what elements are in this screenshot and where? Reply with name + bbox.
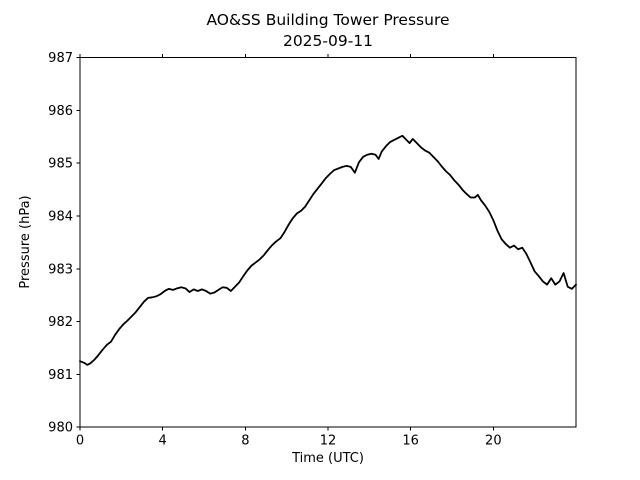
y-tick-label: 980: [48, 421, 73, 436]
chart-title: AO&SS Building Tower Pressure: [206, 11, 449, 29]
axes-box: [79, 57, 577, 428]
y-tick-label: 981: [48, 368, 73, 383]
x-tick-label: 4: [159, 434, 167, 449]
x-tick-label: 12: [320, 434, 337, 449]
x-tick-label: 8: [241, 434, 249, 449]
data-line-pressure: [79, 134, 577, 366]
y-tick-label: 984: [48, 210, 73, 225]
y-tick-label: 986: [48, 104, 73, 119]
y-tick-label: 987: [48, 51, 73, 66]
y-axis-label: Pressure (hPa): [18, 195, 33, 288]
x-axis-ticks: 0 4 8 12 16 20: [76, 54, 502, 449]
pressure-series-line: [79, 134, 577, 366]
y-tick-label: 985: [48, 157, 73, 172]
x-tick-label: 16: [402, 434, 419, 449]
y-tick-label: 983: [48, 262, 73, 277]
x-tick-label: 0: [76, 434, 84, 449]
y-tick-label: 982: [48, 315, 73, 330]
x-axis-label: Time (UTC): [291, 451, 364, 466]
y-axis-ticks: 980 981 982 983 984 985 986 987: [48, 51, 80, 436]
chart-subtitle: 2025-09-11: [283, 32, 373, 50]
x-tick-label: 20: [485, 434, 502, 449]
